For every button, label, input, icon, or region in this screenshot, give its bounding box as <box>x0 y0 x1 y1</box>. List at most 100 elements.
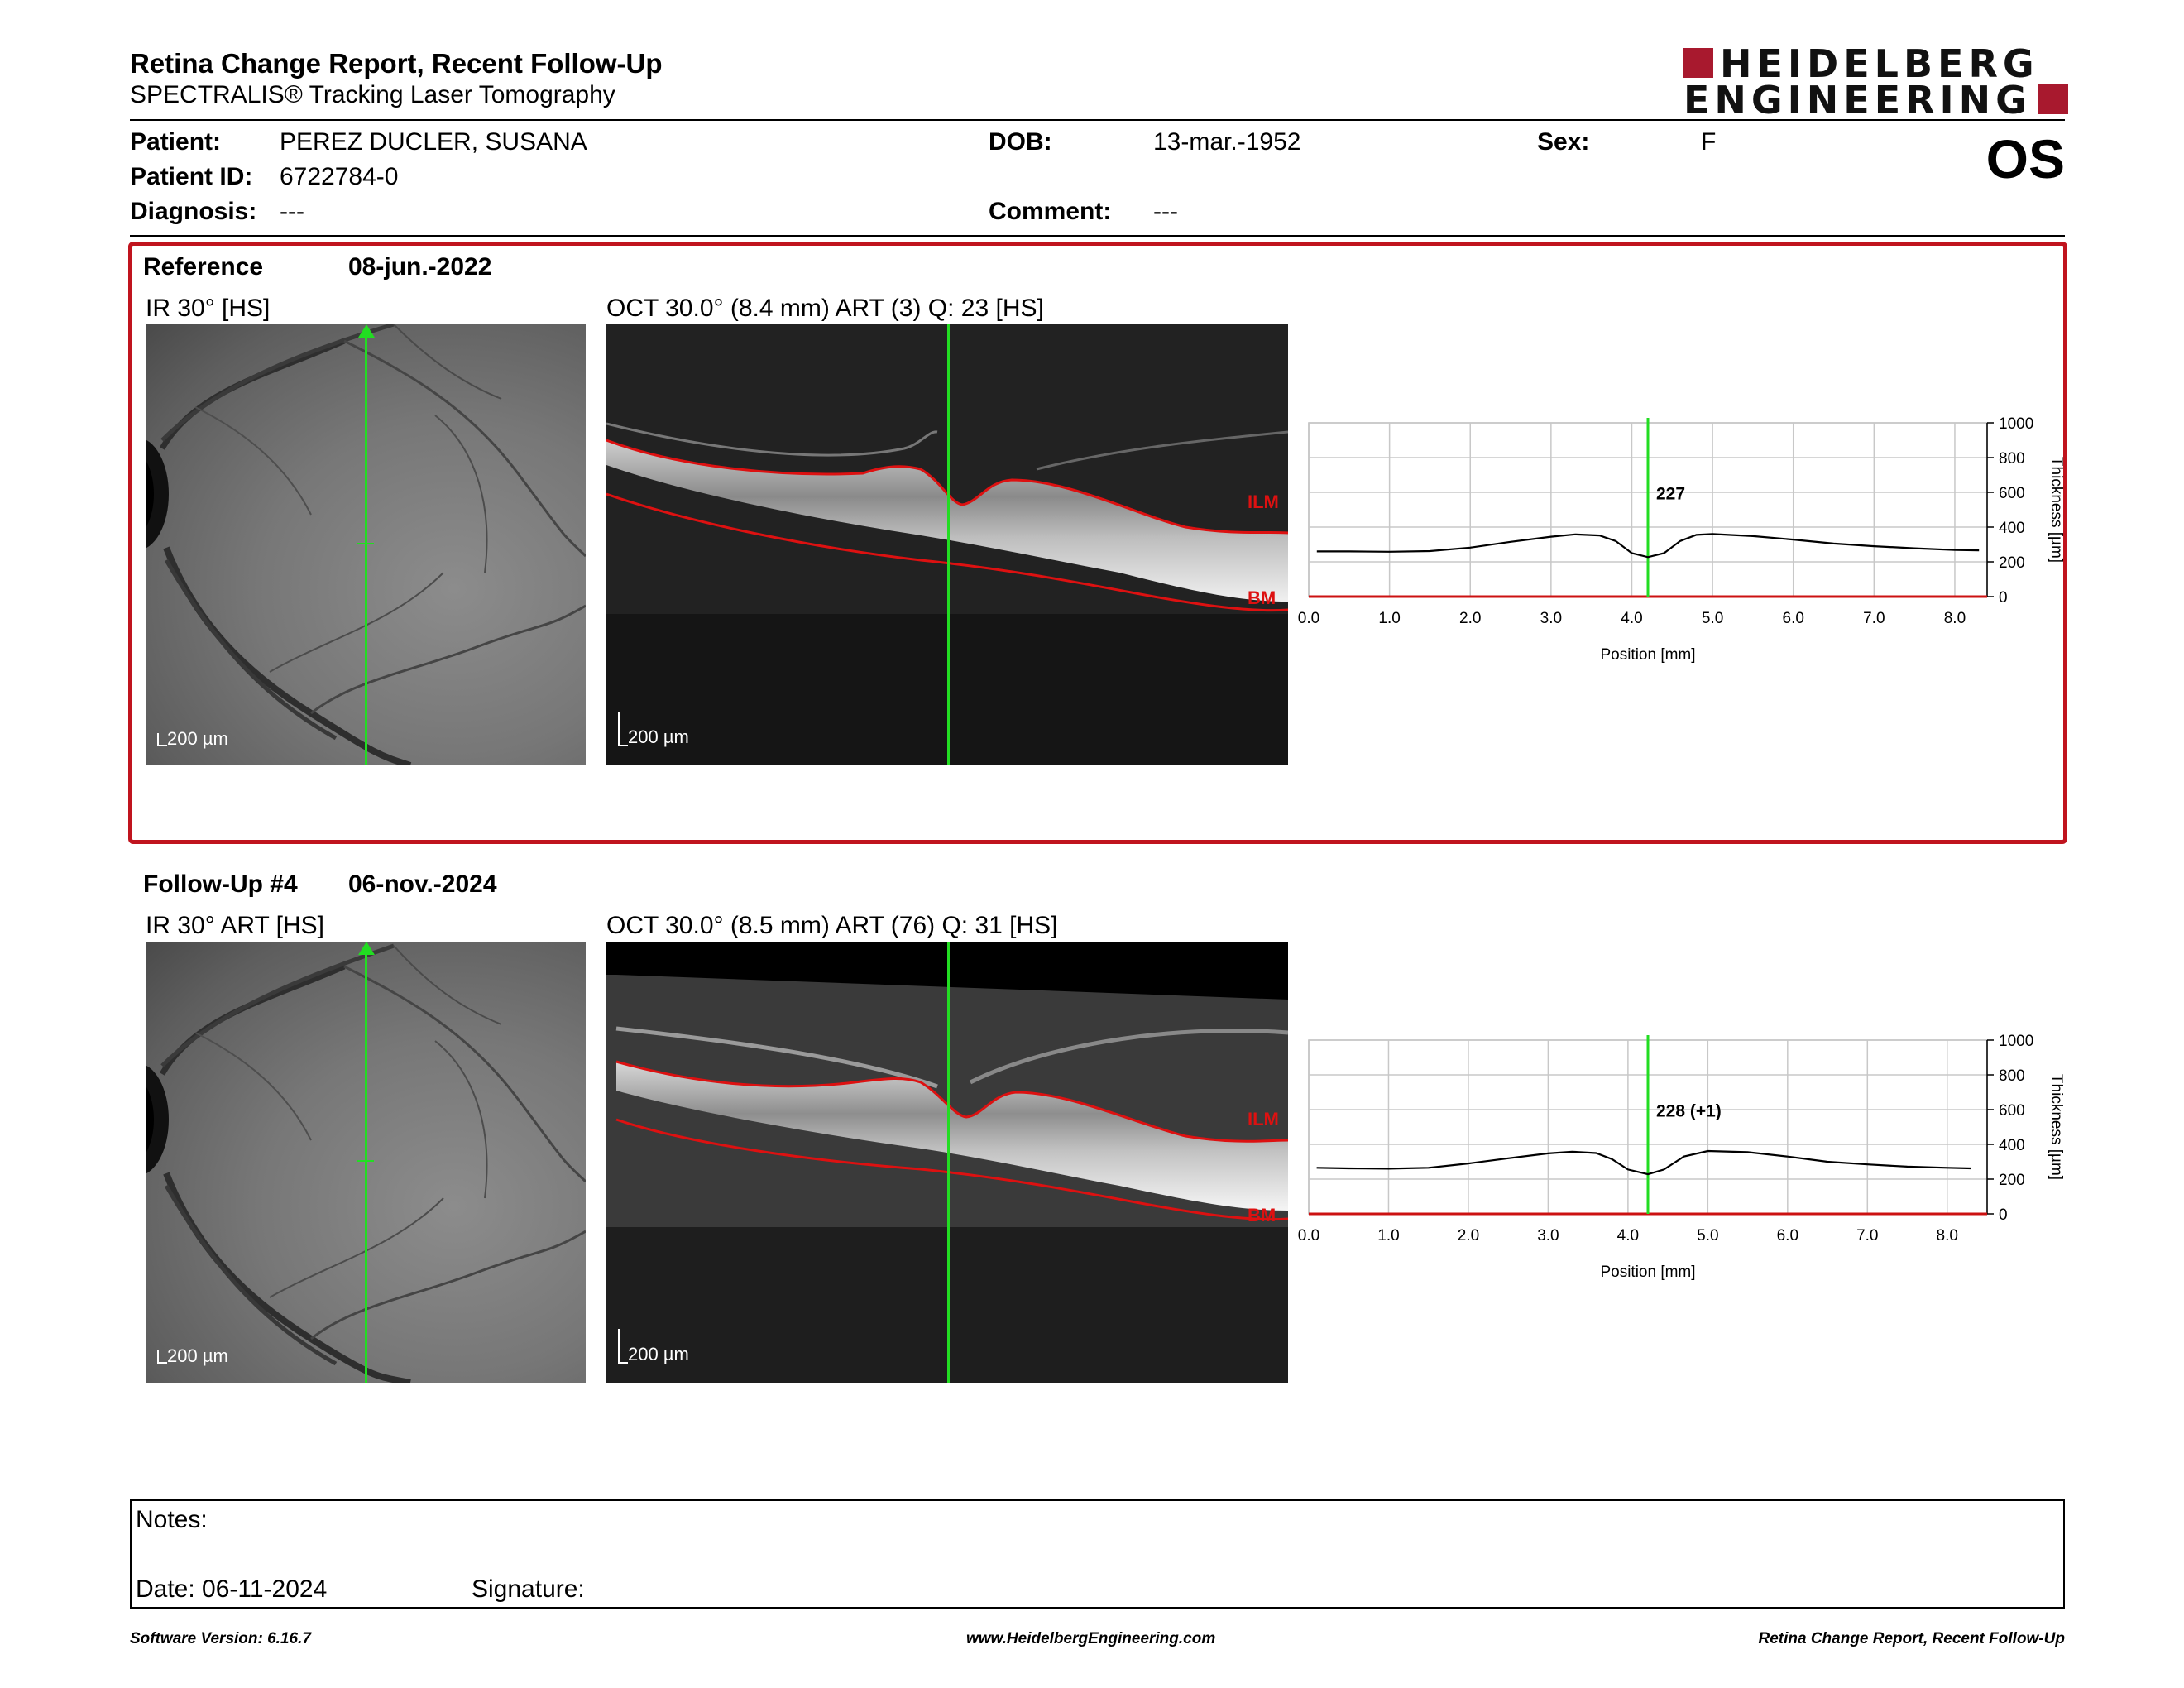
comment-label: Comment: <box>989 198 1112 225</box>
y-tick-label: 400 <box>1999 1137 2025 1154</box>
fovea-marker <box>357 1160 374 1162</box>
oct-scale-label: 200 µm <box>628 727 689 747</box>
followup-label: Follow-Up #4 <box>143 870 298 898</box>
y-tick-label: 0 <box>1999 589 2008 607</box>
patient-id-label: Patient ID: <box>130 163 253 190</box>
x-tick-label: 3.0 <box>1540 610 1562 627</box>
oct-cursor-line <box>947 324 950 765</box>
x-tick-label: 2.0 <box>1459 610 1481 627</box>
scan-line <box>365 331 367 765</box>
followup-date: 06-nov.-2024 <box>348 870 497 898</box>
cursor-value-label: 227 <box>1656 484 1685 503</box>
ir-scale-label: 200 µm <box>167 728 228 749</box>
logo-word-top: HEIDELBERG <box>1720 41 2039 86</box>
scale-corner <box>157 1350 167 1364</box>
fundus-vessels <box>146 324 586 765</box>
reference-date: 08-jun.-2022 <box>348 253 492 281</box>
ir-scale-label: 200 µm <box>167 1345 228 1366</box>
website-link[interactable]: www.HeidelbergEngineering.com <box>966 1630 1216 1647</box>
x-tick-label: 4.0 <box>1621 610 1642 627</box>
diagnosis-value: --- <box>280 198 304 225</box>
heidelberg-logo: HEIDELBERG ENGINEERING <box>1684 41 2068 122</box>
y-tick-label: 0 <box>1999 1206 2008 1224</box>
fovea-marker <box>357 543 374 544</box>
reference-thickness-chart: 0 200 400 600 800 1000 0.0 1.0 2.0 3.0 4.0 5.0 6.0 7.… <box>1298 415 2065 664</box>
oct-scale-corner <box>618 1329 628 1364</box>
reference-oct-image[interactable]: ILM BM 200 µm <box>606 324 1288 765</box>
notes-label: Notes: <box>136 1506 208 1533</box>
followup-oct-label: OCT 30.0° (8.5 mm) ART (76) Q: 31 [HS] <box>606 912 1058 939</box>
logo-square-top <box>1684 48 1713 78</box>
arrow-up-icon <box>358 942 375 955</box>
x-tick-label: 0.0 <box>1298 1227 1320 1244</box>
reference-oct-label: OCT 30.0° (8.4 mm) ART (3) Q: 23 [HS] <box>606 295 1044 322</box>
oct-scale-corner <box>618 712 628 746</box>
scale-corner <box>157 733 167 746</box>
x-tick-label: 2.0 <box>1458 1227 1479 1244</box>
ilm-label: ILM <box>1248 492 1279 512</box>
arrow-up-icon <box>358 324 375 338</box>
y-tick-label: 1000 <box>1999 415 2033 433</box>
footer-report-name: Retina Change Report, Recent Follow-Up <box>1758 1630 2065 1647</box>
y-tick-label: 800 <box>1999 450 2025 468</box>
x-tick-label: 7.0 <box>1863 610 1885 627</box>
logo-square-bottom <box>2038 84 2068 114</box>
x-tick-label: 7.0 <box>1856 1227 1878 1244</box>
reference-ir-image[interactable]: 200 µm <box>146 324 586 765</box>
x-tick-label: 0.0 <box>1298 610 1320 627</box>
report-subtitle: SPECTRALIS® Tracking Laser Tomography <box>130 81 615 108</box>
y-tick-label: 600 <box>1999 485 2025 502</box>
followup-thickness-chart: 0 200 400 600 800 1000 0.0 1.0 2.0 3.0 4.0 5.0 6.0 7.… <box>1298 1033 2065 1281</box>
dob-label: DOB: <box>989 128 1052 156</box>
oct-cursor-line <box>947 942 950 1383</box>
eye-laterality: OS <box>1985 128 2065 189</box>
x-tick-label: 3.0 <box>1537 1227 1559 1244</box>
reference-ir-label: IR 30° [HS] <box>146 295 271 322</box>
x-tick-label: 5.0 <box>1702 610 1723 627</box>
followup-oct-image[interactable]: ILM BM 200 µm <box>606 942 1288 1383</box>
comment-value: --- <box>1153 198 1178 225</box>
patient-id: 6722784-0 <box>280 163 399 190</box>
software-version: Software Version: 6.16.7 <box>130 1630 311 1647</box>
thickness-line <box>1316 533 1980 559</box>
patient-divider <box>130 235 2065 237</box>
reference-frame <box>128 242 2067 844</box>
diagnosis-label: Diagnosis: <box>130 198 257 225</box>
bm-label: BM <box>1248 587 1276 608</box>
reference-label: Reference <box>143 253 264 281</box>
x-axis-label: Position [mm] <box>1600 1264 1695 1281</box>
x-tick-label: 5.0 <box>1697 1227 1718 1244</box>
dob-value: 13-mar.-1952 <box>1153 128 1301 156</box>
y-axis-label: Thickness [µm] <box>2048 1074 2065 1180</box>
y-axis-label: Thickness [µm] <box>2048 457 2065 563</box>
followup-ir-image[interactable]: 200 µm <box>146 942 586 1383</box>
x-tick-label: 1.0 <box>1378 610 1400 627</box>
header-divider <box>130 119 2065 121</box>
oct-scale-label: 200 µm <box>628 1344 689 1364</box>
bm-label: BM <box>1248 1205 1276 1225</box>
x-axis-label: Position [mm] <box>1600 646 1695 664</box>
notes-box[interactable] <box>130 1499 2065 1609</box>
y-tick-label: 200 <box>1999 1172 2025 1189</box>
x-tick-label: 8.0 <box>1944 610 1966 627</box>
report-title: Retina Change Report, Recent Follow-Up <box>130 48 663 79</box>
x-tick-label: 6.0 <box>1783 610 1804 627</box>
thickness-line <box>1316 1149 1971 1176</box>
x-tick-label: 8.0 <box>1937 1227 1958 1244</box>
x-tick-label: 6.0 <box>1777 1227 1798 1244</box>
notes-date: Date: 06-11-2024 <box>136 1575 328 1603</box>
x-tick-label: 1.0 <box>1377 1227 1399 1244</box>
patient-name: PEREZ DUCLER, SUSANA <box>280 128 587 156</box>
followup-ir-label: IR 30° ART [HS] <box>146 912 324 939</box>
ilm-label: ILM <box>1248 1109 1279 1129</box>
logo-word-bottom: ENGINEERING <box>1684 78 2032 122</box>
y-tick-label: 1000 <box>1999 1033 2033 1050</box>
fundus-vessels <box>146 943 586 1383</box>
y-tick-label: 800 <box>1999 1067 2025 1085</box>
scan-line <box>365 948 367 1383</box>
signature-label: Signature: <box>472 1575 585 1603</box>
sex-label: Sex: <box>1537 128 1590 156</box>
x-tick-label: 4.0 <box>1617 1227 1639 1244</box>
y-tick-label: 600 <box>1999 1102 2025 1120</box>
sex-value: F <box>1701 128 1717 156</box>
